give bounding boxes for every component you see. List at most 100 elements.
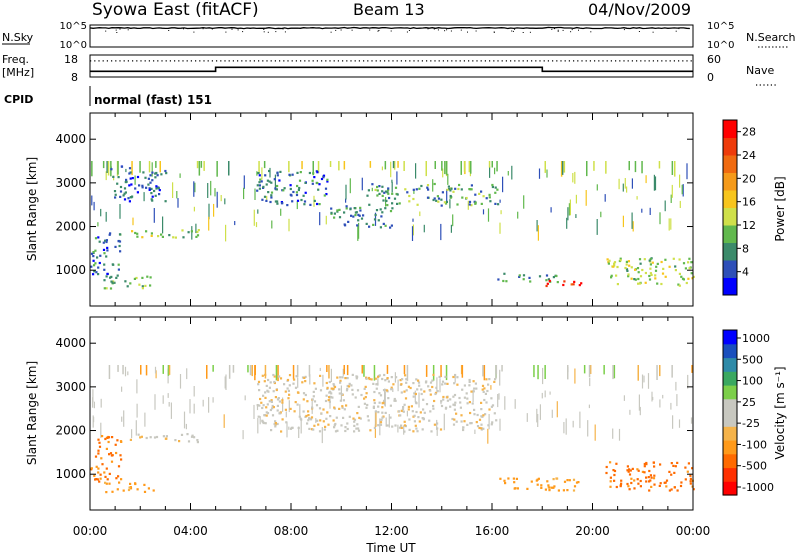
velocity-cell	[429, 381, 433, 384]
power-cell	[110, 275, 113, 278]
power-cell	[680, 275, 683, 278]
velocity-cell	[265, 411, 268, 414]
power-cell	[150, 232, 153, 235]
power-cell	[381, 190, 384, 193]
power-cell	[391, 192, 394, 195]
velocity-cell	[356, 375, 359, 378]
power-cell	[440, 198, 443, 201]
power-cell	[276, 200, 279, 203]
power-cell	[374, 213, 377, 217]
velocity-echo	[282, 397, 284, 412]
power-cell	[119, 195, 122, 198]
velocity-cell	[668, 489, 671, 492]
power-cell	[562, 283, 565, 287]
power-cell	[488, 196, 491, 199]
power-echo	[491, 161, 493, 168]
power-cell	[418, 187, 421, 190]
velocity-cell	[456, 376, 459, 379]
power-echo	[200, 161, 203, 168]
power-cell	[145, 230, 148, 233]
velocity-cell	[329, 415, 332, 418]
velocity-data	[90, 365, 695, 494]
velocity-colorbar-label: Velocity [m s⁻¹]	[773, 366, 787, 459]
nsearch-dot	[275, 31, 277, 33]
power-cell	[372, 223, 375, 226]
nsearch-dot	[115, 29, 117, 31]
velocity-cell	[319, 374, 322, 377]
power-echo	[664, 200, 666, 212]
velocity-cell	[190, 435, 194, 438]
velocity-cell	[357, 429, 361, 432]
velocity-cell	[288, 384, 291, 387]
power-cell	[336, 210, 339, 213]
velocity-cell	[165, 435, 168, 438]
velocity-echo	[346, 365, 349, 376]
velocity-cell	[114, 443, 117, 446]
power-cell	[447, 185, 450, 188]
velocity-echo	[135, 420, 137, 436]
power-cell	[161, 235, 164, 238]
power-cell	[148, 187, 151, 190]
power-echo	[482, 209, 485, 215]
velocity-echo	[388, 414, 390, 428]
velocity-cell	[298, 415, 301, 418]
velocity-cell	[454, 373, 457, 377]
xtick-label: 12:00	[374, 524, 409, 538]
nsearch-dots	[105, 28, 680, 33]
velocity-echo	[403, 365, 406, 375]
power-cell	[381, 211, 384, 214]
velocity-cell	[465, 392, 468, 395]
velocity-echo	[321, 427, 323, 444]
velocity-cell	[481, 384, 485, 387]
power-cell	[102, 248, 106, 251]
power-cell	[353, 207, 356, 210]
velocity-xlabel: Time UT	[365, 541, 416, 554]
power-cell	[461, 196, 464, 199]
velocity-cell	[105, 482, 108, 485]
power-cell	[136, 235, 139, 238]
power-echo	[560, 161, 563, 177]
velocity-cell	[453, 418, 456, 421]
power-cell	[181, 229, 184, 232]
power-panel-frame	[89, 112, 694, 307]
nsearch-dot	[263, 29, 265, 30]
velocity-echo	[254, 365, 256, 376]
velocity-cell	[284, 390, 287, 393]
power-cell	[380, 215, 383, 218]
velocity-cell	[317, 423, 320, 426]
power-cell	[503, 272, 506, 275]
power-echo	[679, 200, 681, 208]
velocity-cell	[155, 435, 159, 439]
velocity-cell	[636, 468, 639, 471]
power-cell	[489, 200, 492, 203]
power-echo	[654, 176, 657, 191]
velocity-cell	[673, 486, 676, 489]
velocity-cell	[324, 399, 328, 403]
power-cell	[661, 272, 665, 275]
velocity-echo	[136, 403, 138, 418]
velocity-cell	[307, 419, 310, 422]
velocity-cell	[366, 403, 369, 407]
velocity-cell	[391, 425, 394, 428]
velocity-cell	[372, 405, 375, 408]
power-cell	[326, 178, 329, 181]
power-cell	[474, 202, 477, 205]
power-cell	[412, 197, 415, 201]
velocity-cell	[351, 373, 354, 376]
velocity-cell	[110, 454, 113, 457]
velocity-cell	[480, 408, 483, 411]
power-ylabel: Slant Range [km]	[25, 157, 39, 261]
power-echo	[489, 166, 491, 178]
power-cell	[150, 192, 153, 195]
velocity-cell	[395, 376, 398, 379]
power-cell	[654, 277, 657, 280]
power-cell	[359, 209, 362, 212]
velocity-cell	[636, 478, 639, 481]
power-echo	[159, 161, 161, 173]
velocity-cell	[449, 398, 452, 401]
velocity-cell	[442, 395, 445, 399]
power-cell	[270, 181, 273, 184]
velocity-cell	[348, 382, 351, 385]
power-echo	[649, 207, 651, 215]
power-cell	[182, 236, 185, 239]
